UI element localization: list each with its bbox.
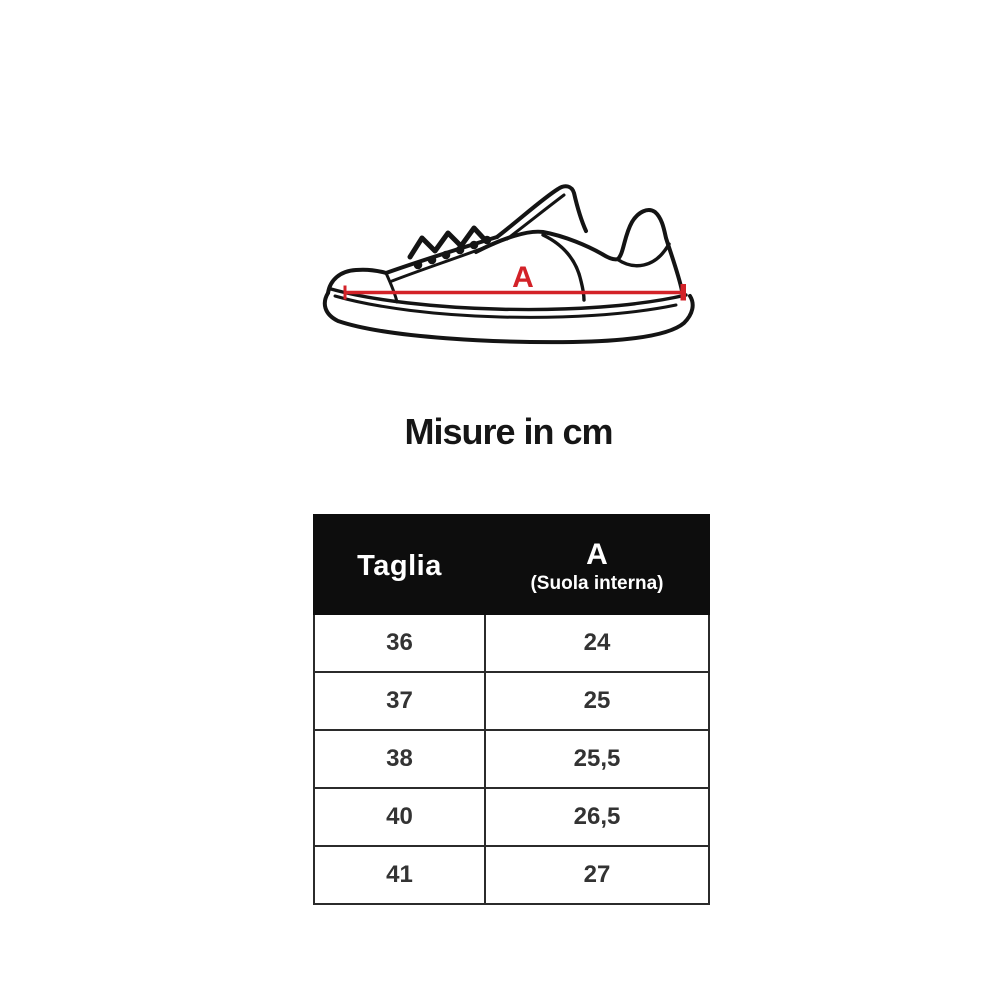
table-row: 40 26,5 bbox=[313, 787, 710, 847]
measurement-line-group bbox=[343, 285, 684, 300]
sole-top-line bbox=[329, 287, 688, 312]
measurement-right-cap bbox=[680, 284, 686, 301]
column-header-taglia: Taglia bbox=[313, 514, 486, 615]
measurement-label-a: A bbox=[512, 261, 534, 294]
cell-taglia: 40 bbox=[313, 787, 486, 847]
toe-and-panel-edge bbox=[326, 235, 499, 295]
tongue-outline bbox=[495, 184, 588, 239]
size-table-body: 36 24 37 25 38 25,5 40 26,5 41 27 bbox=[313, 613, 710, 905]
table-row: 37 25 bbox=[313, 671, 710, 731]
cell-a: 27 bbox=[484, 845, 710, 905]
column-header-a-sublabel: (Suola interna) bbox=[530, 572, 664, 594]
toe-cap-seam bbox=[384, 271, 399, 304]
quarter-topline-and-heel bbox=[474, 208, 684, 293]
sneaker-outline bbox=[322, 184, 695, 345]
cell-taglia: 41 bbox=[313, 845, 486, 905]
laces-zigzag bbox=[407, 225, 489, 260]
size-table: Taglia A (Suola interna) 36 24 37 25 38 … bbox=[313, 514, 710, 905]
cell-taglia: 36 bbox=[313, 613, 486, 673]
sole-bottom-line bbox=[322, 291, 695, 345]
page-title: Misure in cm bbox=[404, 411, 613, 452]
table-row: 38 25,5 bbox=[313, 729, 710, 789]
cell-taglia: 37 bbox=[313, 671, 486, 731]
cell-a: 25 bbox=[484, 671, 710, 731]
column-header-a-label: A bbox=[586, 537, 608, 571]
cell-a: 25,5 bbox=[484, 729, 710, 789]
sole-inner-line bbox=[333, 294, 678, 319]
cell-taglia: 38 bbox=[313, 729, 486, 789]
table-row: 41 27 bbox=[313, 845, 710, 905]
lace-eyelets bbox=[413, 235, 492, 270]
quarter-seam bbox=[541, 233, 586, 302]
sneaker-diagram: A bbox=[322, 184, 695, 345]
table-row: 36 24 bbox=[313, 613, 710, 673]
size-table-header: Taglia A (Suola interna) bbox=[313, 514, 710, 615]
collar-inner-curve bbox=[615, 242, 671, 268]
cell-a: 24 bbox=[484, 613, 710, 673]
cell-a: 26,5 bbox=[484, 787, 710, 847]
column-header-a: A (Suola interna) bbox=[484, 514, 710, 615]
